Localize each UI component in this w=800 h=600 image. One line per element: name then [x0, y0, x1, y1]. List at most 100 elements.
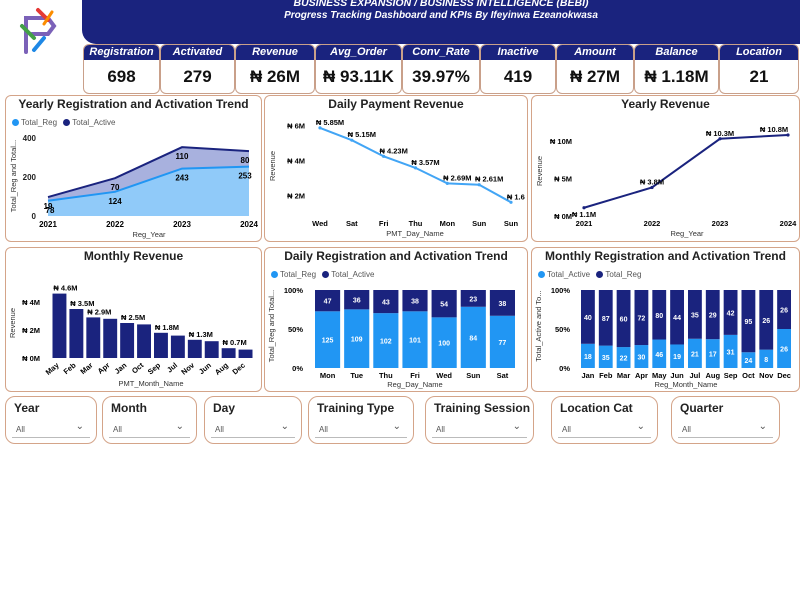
bar-segment-reg: [489, 315, 515, 368]
data-label: 60: [620, 317, 628, 324]
data-label: 30: [638, 355, 646, 362]
kpi-card-revenue: Revenue ₦ 26M: [235, 44, 315, 94]
y-tick-label: 200: [23, 173, 37, 182]
x-tick-label: 2024: [240, 220, 258, 229]
slicer-location-cat: Location Cat All ⌄: [551, 396, 658, 444]
data-label: 22: [620, 356, 628, 363]
bar-segment-active: [598, 290, 613, 346]
data-label: ₦ 5.15M: [348, 130, 376, 139]
x-tick-label: Mon: [440, 219, 456, 228]
legend-item: Total_Active: [547, 270, 591, 279]
x-axis-label: PMT_Month_Name: [118, 379, 183, 388]
data-label: ₦ 1.8M: [155, 323, 179, 332]
year-dropdown[interactable]: All ⌄: [12, 419, 90, 438]
data-label: ₦ 4.23M: [379, 146, 407, 155]
chevron-down-icon: ⌄: [280, 421, 289, 432]
kpi-label: Balance: [635, 45, 718, 60]
panel-daily-payment-revenue: Daily Payment Revenue ₦ 5.85M ₦ 5.15M ₦ 4.…: [264, 95, 528, 242]
bar-segment-active: [431, 290, 457, 318]
training-session-dropdown[interactable]: All ⌄: [432, 419, 527, 438]
bar-segment-reg: [741, 352, 756, 368]
bar-segment-active: [652, 290, 667, 340]
data-label: 100: [438, 341, 450, 348]
data-label: ₦ 3.8M: [640, 178, 664, 187]
kpi-label: Inactive: [481, 45, 555, 60]
data-label: 8: [764, 357, 768, 364]
data-label: 23: [469, 296, 477, 303]
x-tick-label: Sep: [724, 371, 738, 380]
data-label: 110: [176, 152, 189, 161]
dashboard-subtitle: Progress Tracking Dashboard and KPIs By …: [284, 10, 598, 21]
kpi-label: Location: [720, 45, 798, 60]
data-label: 26: [762, 318, 770, 325]
kpi-value: ₦ 27M: [569, 67, 621, 86]
kpi-label: Revenue: [236, 45, 314, 60]
bar-segment-active: [460, 290, 486, 307]
y-axis-label: Revenue: [535, 156, 544, 186]
legend-item: Total_Active: [331, 270, 375, 279]
revenue-bar: [221, 348, 236, 358]
chevron-down-icon: ⌄: [175, 421, 184, 432]
x-tick-label: Sun: [472, 219, 487, 228]
x-tick-label: Aug: [705, 371, 720, 380]
data-point: [786, 133, 790, 137]
data-label: 40: [584, 315, 592, 322]
x-tick-label: Sep: [146, 360, 163, 376]
data-point: [318, 126, 322, 130]
x-tick-label: Wed: [436, 371, 452, 380]
x-tick-label: Fri: [379, 219, 389, 228]
x-tick-label: Wed: [312, 219, 328, 228]
data-label: 43: [382, 300, 390, 307]
kpi-value: 39.97%: [412, 67, 470, 86]
location-cat-dropdown[interactable]: All ⌄: [558, 419, 651, 438]
revenue-bar: [69, 309, 84, 358]
chevron-down-icon: ⌄: [392, 421, 401, 432]
legend-item: Total_Reg: [280, 270, 317, 279]
data-label: 26: [780, 347, 788, 354]
bar-segment-reg: [616, 347, 631, 368]
x-tick-label: 2023: [173, 220, 191, 229]
data-label: 101: [409, 338, 421, 345]
data-label: 54: [440, 302, 448, 309]
kpi-label: Conv_Rate: [403, 45, 479, 60]
bar-segment-reg: [315, 311, 341, 368]
revenue-bar: [52, 293, 67, 358]
x-tick-label: Jan: [113, 360, 129, 375]
kpi-card-location: Location 21: [719, 44, 799, 94]
data-label: 78: [46, 206, 55, 215]
training-type-dropdown[interactable]: All ⌄: [315, 419, 407, 438]
panel-yearly-revenue: Yearly Revenue ₦ 1.1M ₦ 3.8M ₦ 10.3M ₦ 10.8…: [531, 95, 800, 242]
daily-payment-revenue-chart: ₦ 5.85M ₦ 5.15M₦ 4.23M ₦ 3.57M ₦ 2.69M ₦ 2.6…: [268, 118, 525, 238]
x-tick-label: Jul: [689, 371, 700, 380]
y-axis-label: Total_Active and To...: [534, 290, 543, 361]
bar-segment-reg: [598, 345, 613, 368]
quarter-dropdown[interactable]: All ⌄: [678, 419, 773, 438]
chart-title: Daily Payment Revenue: [328, 97, 464, 111]
panel-daily-reg-act: Daily Registration and Activation Trend …: [264, 247, 528, 392]
day-dropdown[interactable]: All ⌄: [211, 419, 295, 438]
data-label: 109: [351, 337, 363, 344]
x-tick-label: Sun: [504, 219, 519, 228]
bar-segment-active: [723, 290, 738, 335]
legend-item: Total_Reg: [21, 118, 58, 127]
y-tick-label: ₦ 0M: [22, 354, 40, 363]
chart-title: Daily Registration and Activation Trend: [284, 249, 508, 263]
data-label: ₦ 4.6M: [53, 284, 77, 293]
y-tick-label: 0%: [292, 364, 303, 373]
month-dropdown[interactable]: All ⌄: [109, 419, 190, 438]
x-tick-label: May: [652, 371, 667, 380]
kpi-card-registration: Registration 698: [83, 44, 160, 94]
x-tick-label: 2022: [644, 219, 661, 228]
bar-segment-reg: [688, 338, 702, 368]
data-label: 80: [655, 313, 663, 320]
x-tick-label: 2023: [712, 219, 729, 228]
y-tick-label: 50%: [288, 325, 303, 334]
x-tick-label: Oct: [742, 371, 755, 380]
area-total-active: [48, 147, 249, 201]
data-label: ₦ 2.9M: [87, 307, 111, 316]
slicer-day: Day All ⌄: [204, 396, 302, 444]
revenue-bar: [120, 323, 135, 358]
bar-segment-reg: [634, 345, 649, 368]
bar-segment-active: [402, 290, 428, 312]
data-label: 31: [727, 349, 735, 356]
